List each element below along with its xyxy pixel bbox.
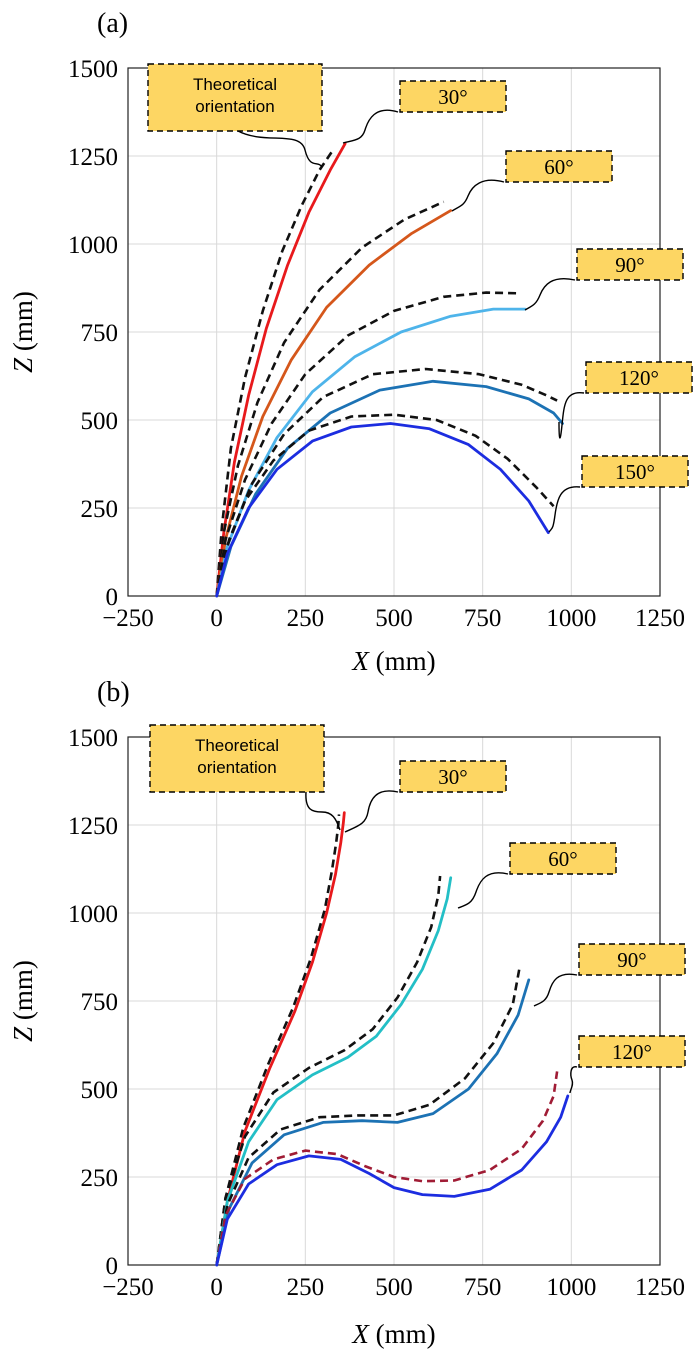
y-axis-unit: (mm)	[8, 291, 38, 358]
series-line-2	[215, 209, 453, 598]
panel-b: −250 0 250 500 750 1000 1250025050075010001250…	[8, 677, 686, 1349]
x-tick-label: 750	[464, 1274, 502, 1301]
plot-frame	[127, 67, 661, 597]
y-axis-symbol: Z	[8, 357, 38, 373]
angle-callout-label: 30°	[438, 765, 467, 789]
angle-callout-label: 90°	[615, 253, 644, 277]
angle-callout-box	[505, 150, 613, 183]
x-axis-symbol: X	[351, 646, 370, 676]
angle-callout-leader	[569, 1066, 578, 1094]
theoretical-callout-text: Theoretical	[195, 736, 279, 755]
y-tick-label: 750	[81, 989, 119, 1016]
x-tick-label: 1250	[635, 605, 685, 632]
x-tick-label: 500	[375, 1274, 413, 1301]
x-tick-label: 250	[287, 1274, 325, 1301]
theoretical-curve-4	[215, 1071, 559, 1266]
angle-callout-label: 120°	[612, 1040, 652, 1064]
theoretical-curve-3	[215, 965, 522, 1266]
angle-callout-leader	[457, 872, 509, 909]
x-axis-unit: (mm)	[369, 646, 436, 676]
theoretical-curve-2	[215, 200, 445, 597]
angle-callout-leader	[451, 179, 505, 212]
angle-callout-box	[578, 943, 686, 976]
theoretical-curve-2	[215, 875, 442, 1266]
angle-callout-box	[399, 80, 507, 113]
angle-callout-leader	[533, 973, 578, 1007]
angle-callout-label: 60°	[544, 155, 573, 179]
theoretical-callout-box	[147, 63, 323, 132]
y-tick-label: 500	[81, 408, 119, 435]
x-tick-label: 500	[375, 605, 413, 632]
series-line-4	[215, 379, 564, 598]
y-tick-label: 0	[106, 584, 119, 611]
x-axis-symbol: X	[351, 1319, 370, 1349]
series-line-4	[215, 1094, 570, 1267]
y-tick-label: 750	[81, 320, 119, 347]
x-tick-label: −250	[102, 605, 154, 632]
theoretical-callout-box	[149, 724, 325, 793]
angle-callout-label: 90°	[617, 948, 646, 972]
series-line-1	[215, 142, 347, 598]
y-tick-label: 1000	[68, 901, 118, 928]
angle-callout-box	[585, 361, 693, 394]
y-tick-label: 1500	[68, 725, 118, 752]
y-axis-unit: (mm)	[8, 960, 38, 1027]
plot-frame	[127, 736, 661, 1266]
theoretical-curve-5	[215, 413, 555, 597]
panel-a: −250 0 250 500 750 1000 1250025050075010001250…	[8, 8, 693, 676]
y-axis-label: Z (mm)	[8, 291, 38, 373]
x-axis-unit: (mm)	[369, 1319, 436, 1349]
theoretical-curve-3	[215, 291, 519, 597]
angle-callout-box	[509, 842, 617, 875]
panel-label: (b)	[97, 677, 130, 708]
y-axis-label: Z (mm)	[8, 960, 38, 1042]
y-tick-label: 250	[81, 496, 119, 523]
y-tick-label: 1000	[68, 232, 118, 259]
angle-callout-box	[576, 248, 684, 281]
theoretical-callout-text: orientation	[197, 758, 276, 777]
angle-callout-leader	[524, 278, 576, 311]
angle-callout-box	[399, 760, 507, 793]
theoretical-curve-1	[215, 814, 341, 1266]
angle-callout-box	[581, 455, 689, 488]
theoretical-callout-text: Theoretical	[193, 75, 277, 94]
angle-callout-leader	[342, 109, 399, 144]
angle-callout-label: 150°	[615, 460, 655, 484]
theoretical-curve-1	[215, 148, 335, 597]
y-tick-label: 1500	[68, 56, 118, 83]
angle-callout-leader	[344, 790, 399, 833]
y-tick-label: 1250	[68, 144, 118, 171]
panel-label: (a)	[97, 8, 128, 39]
y-axis-symbol: Z	[8, 1026, 38, 1042]
angle-callout-leader	[548, 486, 581, 533]
series-line-5	[215, 422, 550, 598]
theoretical-callout-leader	[305, 791, 341, 831]
x-axis-label: X (mm)	[351, 646, 435, 676]
y-tick-label: 1250	[68, 813, 118, 840]
angle-callout-box	[578, 1035, 686, 1068]
series-line-2	[215, 876, 453, 1267]
y-tick-label: 0	[106, 1253, 119, 1280]
y-tick-label: 500	[81, 1077, 119, 1104]
angle-callout-label: 60°	[548, 847, 577, 871]
theoretical-callout-text: orientation	[195, 97, 274, 116]
angle-callout-label: 120°	[619, 366, 659, 390]
series-line-1	[215, 811, 346, 1267]
series-line-3	[215, 978, 531, 1267]
x-tick-label: −250	[102, 1274, 154, 1301]
angle-callout-leader	[558, 391, 585, 439]
x-tick-label: 0	[210, 605, 223, 632]
theoretical-callout-leader	[237, 130, 323, 168]
y-tick-label: 250	[81, 1165, 119, 1192]
x-tick-label: 1000	[546, 1274, 596, 1301]
x-tick-label: 750	[464, 605, 502, 632]
x-tick-label: 250	[287, 605, 325, 632]
x-tick-label: 1250	[635, 1274, 685, 1301]
angle-callout-label: 30°	[438, 85, 467, 109]
x-tick-label: 0	[210, 1274, 223, 1301]
x-axis-label: X (mm)	[351, 1319, 435, 1349]
x-tick-label: 1000	[546, 605, 596, 632]
